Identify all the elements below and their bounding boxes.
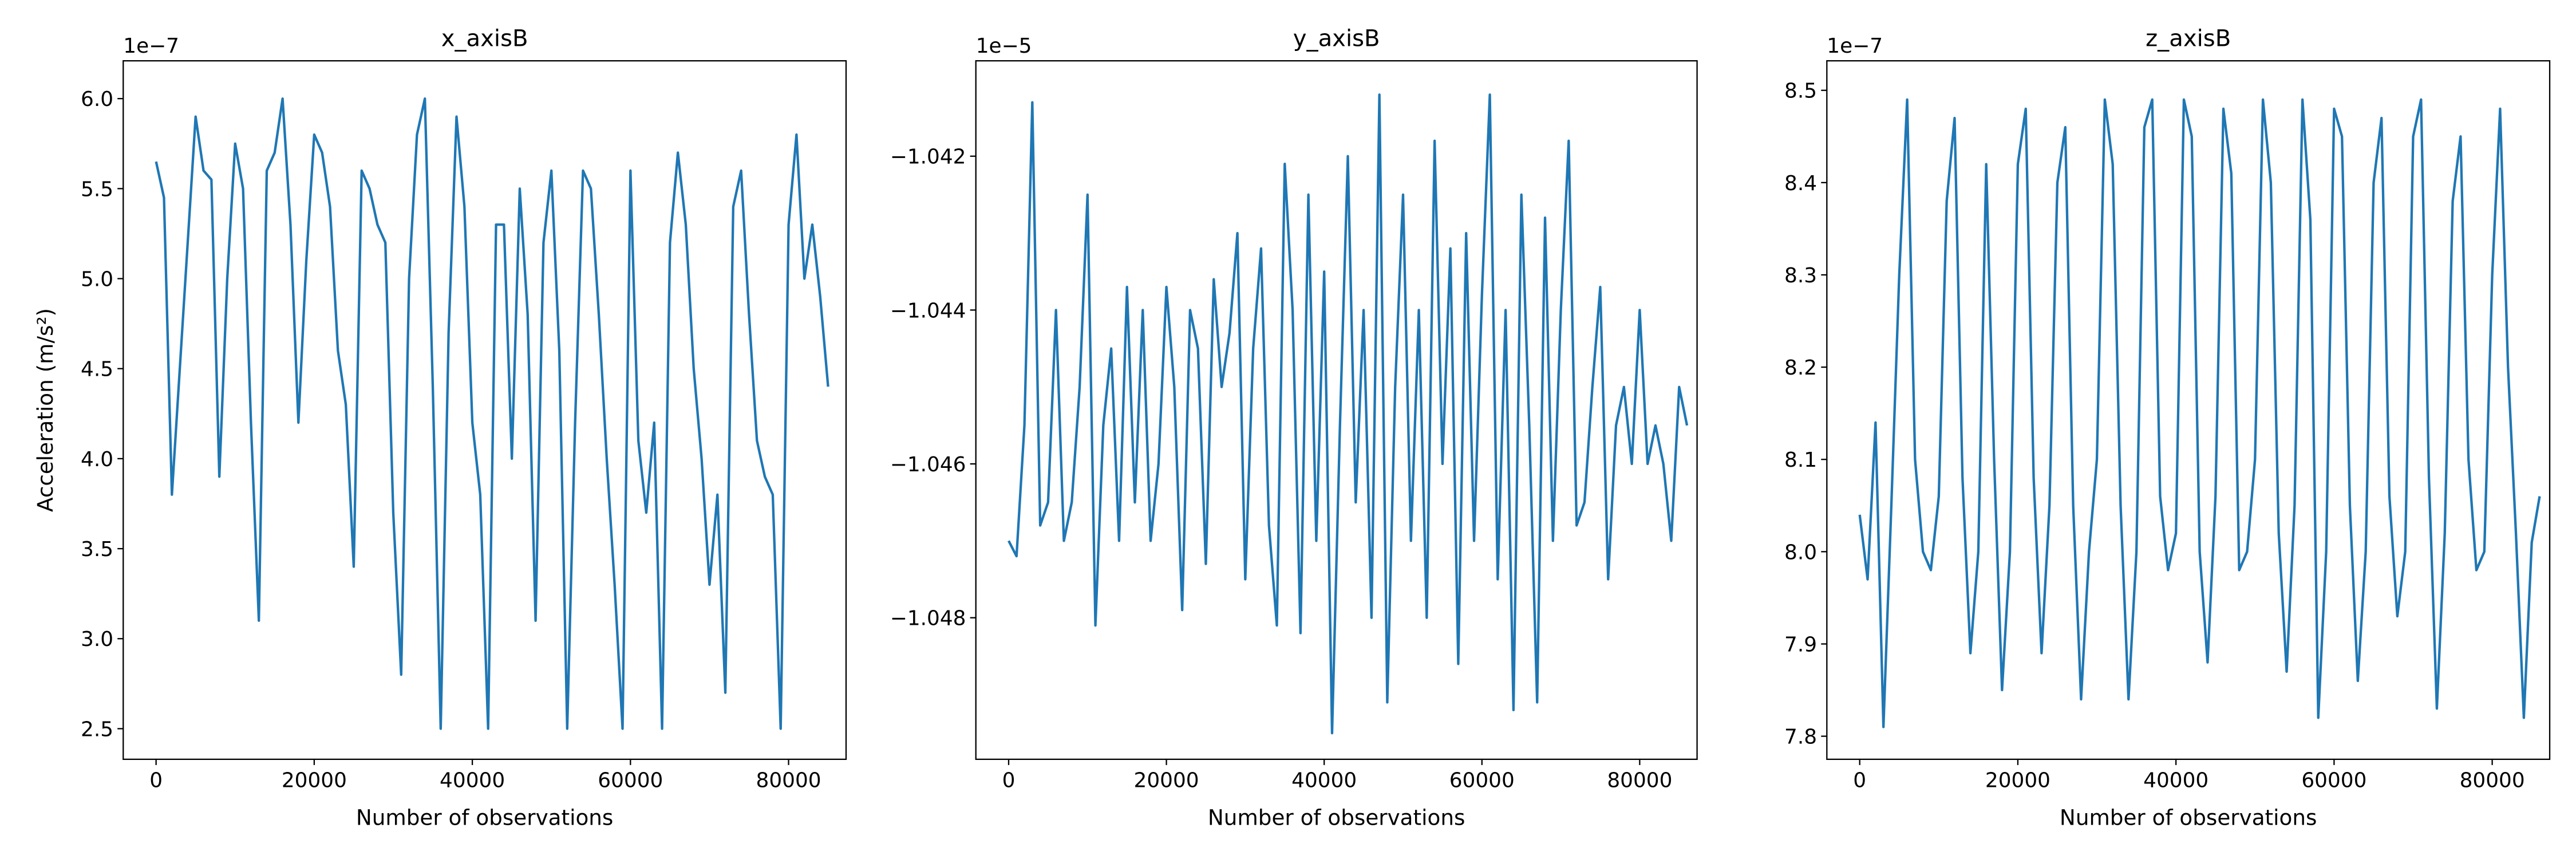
x-tick-label: 80000 <box>756 769 821 793</box>
x-tick-label: 80000 <box>1607 769 1672 793</box>
x-axis-label: Number of observations <box>2060 805 2317 830</box>
y-axis-label: Acceleration (m/s²) <box>33 308 58 512</box>
y-tick-label: 7.9 <box>1784 633 1817 656</box>
x-tick-label: 60000 <box>1449 769 1515 793</box>
data-line <box>155 97 829 730</box>
y-tick-label: 7.8 <box>1784 726 1817 749</box>
data-line <box>1008 93 1689 735</box>
axes-frame <box>975 60 1698 761</box>
y-tick-label: 4.0 <box>81 448 113 471</box>
data-line <box>1858 98 2541 728</box>
y-tick-label: 8.1 <box>1784 448 1817 472</box>
chart-title: x_axisB <box>441 25 528 52</box>
y-tick-label: 8.2 <box>1784 356 1817 380</box>
x-axis-label: Number of observations <box>1208 805 1465 830</box>
offset-label: 1e−7 <box>123 34 179 58</box>
x-tick-label: 40000 <box>1291 769 1357 793</box>
y-tick-label: 8.4 <box>1784 172 1817 195</box>
x-axis-label: Number of observations <box>356 805 614 830</box>
y-tick-label: 8.0 <box>1784 541 1817 564</box>
x-tick-label: 80000 <box>2460 769 2525 793</box>
x-tick-label: 20000 <box>1134 769 1199 793</box>
y-tick-label: 2.5 <box>81 718 113 741</box>
y-tick-label: −1.048 <box>890 607 966 631</box>
y-tick-label: 8.5 <box>1784 80 1817 103</box>
offset-label: 1e−5 <box>976 34 1032 58</box>
y-tick-label: 5.5 <box>81 178 113 201</box>
y-tick-label: 4.5 <box>81 358 113 381</box>
axes-frame <box>123 60 847 761</box>
x-tick-label: 40000 <box>2143 769 2208 793</box>
y-tick-label: 8.3 <box>1784 264 1817 287</box>
x-tick-label: 40000 <box>440 769 505 793</box>
x-tick-label: 20000 <box>1985 769 2050 793</box>
y-tick-label: 5.0 <box>81 267 113 291</box>
y-tick-label: 3.5 <box>81 538 113 561</box>
y-tick-label: 3.0 <box>81 628 113 651</box>
x-tick-label: 0 <box>1853 769 1866 793</box>
x-tick-label: 0 <box>1002 769 1016 793</box>
offset-label: 1e−7 <box>1827 34 1883 58</box>
y-tick-label: 6.0 <box>81 88 113 111</box>
chart-title: y_axisB <box>1293 25 1380 52</box>
chart-title: z_axisB <box>2146 25 2231 52</box>
y-tick-label: −1.042 <box>890 145 966 169</box>
x-tick-label: 0 <box>149 769 163 793</box>
y-tick-label: −1.044 <box>890 299 966 322</box>
x-tick-label: 20000 <box>282 769 347 793</box>
x-tick-label: 60000 <box>598 769 663 793</box>
y-tick-label: −1.046 <box>890 453 966 476</box>
axes-frame <box>1826 60 2551 761</box>
x-tick-label: 60000 <box>2301 769 2366 793</box>
